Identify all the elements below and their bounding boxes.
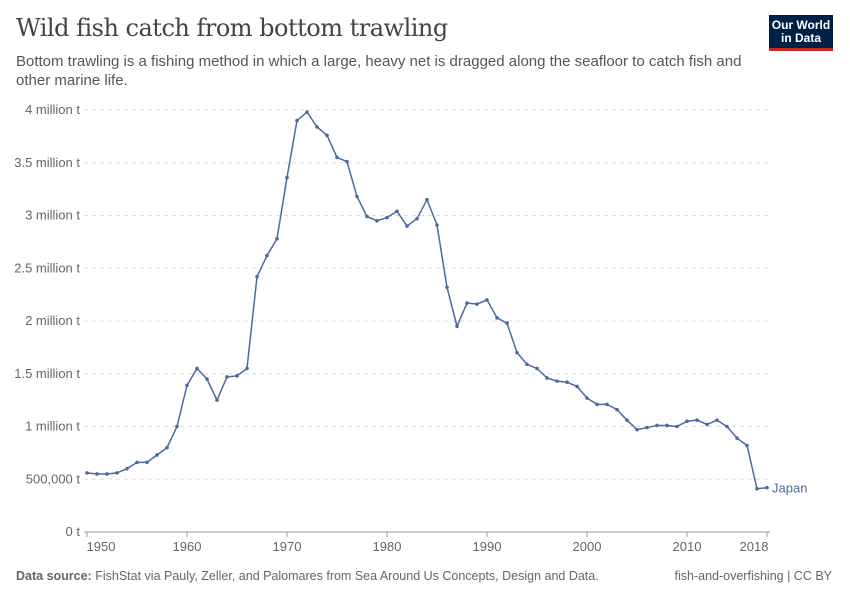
data-point: [655, 423, 659, 428]
chart-title: Wild fish catch from bottom trawling: [16, 14, 448, 42]
data-point: [705, 422, 709, 427]
data-point: [635, 427, 639, 432]
data-point: [285, 175, 289, 180]
data-point: [475, 302, 479, 306]
x-tick-label: 1960: [173, 539, 202, 554]
y-tick-label: 3 million t: [25, 208, 80, 223]
data-point: [355, 194, 359, 199]
data-point: [165, 445, 169, 450]
y-tick-label: 2.5 million t: [14, 260, 80, 275]
data-point: [605, 402, 609, 407]
data-point: [295, 118, 299, 123]
data-point: [725, 424, 729, 429]
data-point: [415, 216, 419, 221]
data-point: [345, 159, 349, 164]
data-point: [265, 253, 269, 258]
data-point: [275, 236, 279, 241]
data-point: [385, 215, 389, 220]
data-point: [325, 133, 329, 138]
data-point: [765, 485, 769, 490]
data-point: [535, 366, 539, 371]
data-point: [335, 155, 339, 160]
data-point: [755, 486, 759, 491]
x-tick-label: 1990: [473, 539, 502, 554]
data-point: [455, 324, 459, 329]
data-point: [365, 214, 369, 219]
data-point: [555, 379, 559, 383]
data-point: [585, 396, 589, 400]
series-line: [86, 110, 768, 490]
x-tick-label: 1970: [273, 539, 302, 554]
y-tick-label: 2 million t: [25, 313, 80, 328]
y-tick-label: 1 million t: [25, 419, 80, 434]
data-point: [405, 224, 409, 228]
data-point: [85, 471, 89, 475]
data-point: [95, 472, 99, 476]
data-point: [695, 418, 699, 422]
data-point: [225, 375, 229, 379]
data-point: [195, 366, 199, 371]
data-point: [485, 298, 489, 302]
data-point: [205, 377, 209, 381]
x-tick-label: 1980: [373, 539, 402, 554]
data-point: [125, 466, 129, 471]
credit-link[interactable]: fish-and-overfishing | CC BY: [674, 569, 832, 583]
data-point: [305, 110, 309, 114]
data-point: [505, 321, 509, 325]
owid-logo[interactable]: Our World in Data: [769, 15, 833, 51]
x-tick-label: 2010: [673, 539, 702, 554]
data-point: [395, 209, 399, 214]
data-point: [155, 453, 159, 457]
data-point: [595, 402, 599, 407]
data-point: [715, 418, 719, 422]
data-point: [495, 316, 499, 320]
data-point: [145, 460, 149, 465]
data-point: [745, 443, 749, 448]
x-tick-label: 1950: [87, 539, 116, 554]
y-tick-label: 4 million t: [25, 102, 80, 117]
data-point: [425, 197, 429, 202]
data-point: [735, 436, 739, 440]
data-point: [435, 223, 439, 227]
data-point: [615, 407, 619, 412]
source-label: Data source:: [16, 569, 92, 583]
data-point: [215, 398, 219, 402]
data-point: [115, 471, 119, 475]
data-point: [465, 301, 469, 305]
data-point: [185, 383, 189, 388]
data-point: [675, 424, 679, 429]
data-point: [135, 460, 139, 465]
data-point: [175, 424, 179, 429]
data-point: [315, 125, 319, 129]
data-point: [515, 350, 519, 355]
data-point: [565, 380, 569, 384]
data-point: [235, 374, 239, 378]
data-point: [645, 425, 649, 430]
data-point: [525, 362, 529, 367]
y-tick-label: 3.5 million t: [14, 155, 80, 170]
data-point: [685, 419, 689, 424]
source-text: FishStat via Pauly, Zeller, and Palomare…: [95, 569, 599, 583]
x-tick-label: 2018: [740, 539, 769, 554]
data-point: [665, 423, 669, 428]
data-source: Data source: FishStat via Pauly, Zeller,…: [16, 569, 599, 583]
data-point: [545, 376, 549, 380]
series-label: Japan: [772, 481, 807, 496]
data-point: [255, 274, 259, 279]
x-tick-label: 2000: [573, 539, 602, 554]
data-point: [245, 366, 249, 371]
data-point: [625, 418, 629, 422]
y-tick-label: 500,000 t: [26, 471, 81, 486]
y-tick-label: 0 t: [66, 524, 81, 539]
y-tick-label: 1.5 million t: [14, 366, 80, 381]
data-point: [445, 285, 449, 290]
data-point: [575, 384, 579, 389]
chart-subtitle: Bottom trawling is a fishing method in w…: [16, 53, 742, 89]
data-point: [105, 472, 109, 476]
data-point: [375, 218, 379, 223]
